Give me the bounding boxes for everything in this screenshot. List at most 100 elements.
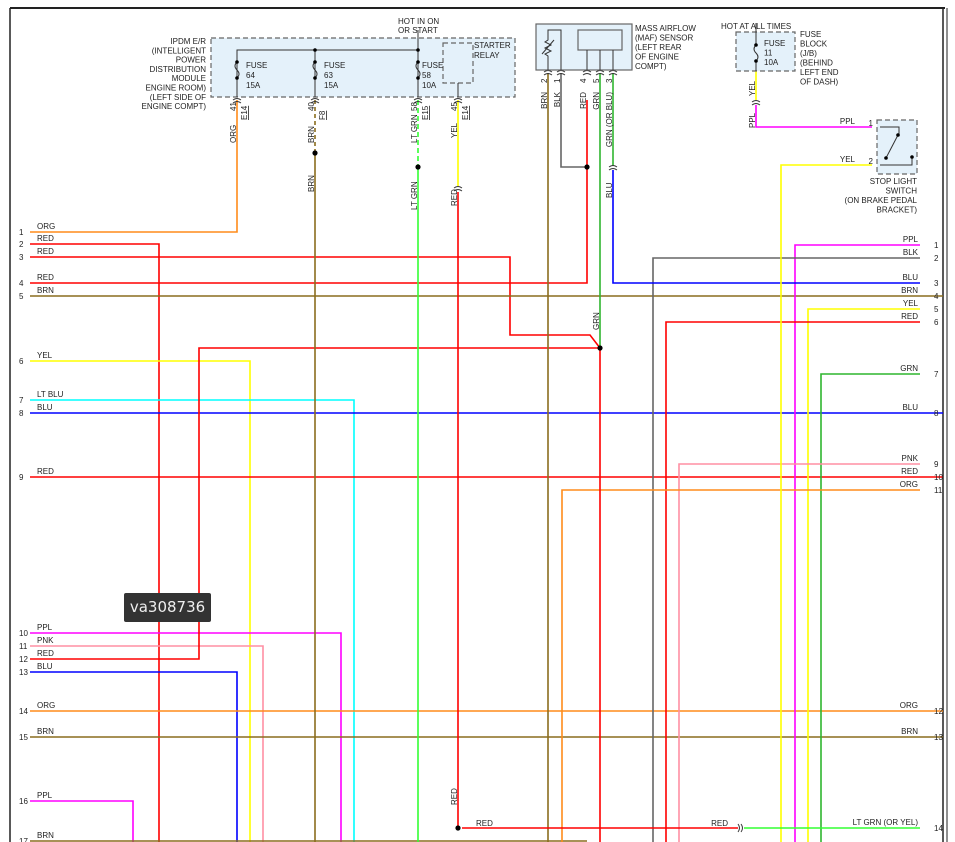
- harness-wire-left-10: [30, 632, 342, 842]
- pin-number: 6: [19, 357, 24, 366]
- label: RED: [711, 819, 728, 828]
- fuse-block-name: BLOCK: [800, 40, 828, 49]
- pin-number: 8: [934, 409, 939, 418]
- fuse-number: 58: [422, 71, 431, 80]
- pin-number: 45: [450, 102, 459, 111]
- ipdm-name: (INTELLIGENT: [152, 46, 206, 55]
- ipdm-name: MODULE: [172, 74, 206, 83]
- wire-color-label: RED: [37, 649, 54, 658]
- pin-number: 3: [934, 279, 939, 288]
- connector-icon: [608, 165, 618, 171]
- wire-color-label: GRN: [900, 364, 918, 373]
- wire-color-label: BRN: [37, 727, 54, 736]
- fuse-rating: 10A: [422, 81, 437, 90]
- harness-wire-left-4: [30, 100, 588, 284]
- fuse-block-name: LEFT END: [800, 68, 839, 77]
- fuse-label: FUSE: [422, 61, 443, 70]
- connector-icon: [582, 70, 592, 76]
- ipdm-module: [210, 30, 516, 98]
- harness-wire-left-13: [30, 671, 238, 842]
- pin-number: 17: [19, 837, 28, 842]
- fuse-label: 11: [764, 49, 773, 58]
- splice-dot: [455, 825, 461, 831]
- connector-id: E14: [240, 105, 249, 120]
- pin-number: 12: [934, 707, 943, 716]
- maf-name: OF ENGINE: [635, 53, 679, 62]
- pin-number: 6: [934, 318, 939, 327]
- fuse-block-name: (BEHIND: [800, 59, 833, 68]
- fuse-block: [735, 23, 796, 72]
- wire-color-label: ORG: [37, 701, 55, 710]
- pin-number: 10: [19, 629, 28, 638]
- harness-wire-right-9: [678, 463, 920, 842]
- wire-color-label: RED: [901, 467, 918, 476]
- fuse-label: FUSE: [246, 61, 267, 70]
- starter-relay-label: STARTER: [474, 41, 511, 50]
- fuse-rating: 15A: [246, 81, 261, 90]
- connector-id: E14: [461, 105, 470, 120]
- pin-number: 3: [19, 253, 24, 262]
- hot-in-on-label: OR START: [398, 26, 438, 35]
- wire-color-label: ORG: [900, 701, 918, 710]
- pin-number: 12: [19, 655, 28, 664]
- wire-color-label: BLK: [553, 91, 562, 107]
- splice-dot: [597, 345, 603, 351]
- label: RED: [450, 189, 459, 206]
- stop-light-switch: [876, 119, 918, 175]
- pin-number: 8: [19, 409, 24, 418]
- switch-name: SWITCH: [885, 187, 917, 196]
- pin-number: 4: [19, 279, 24, 288]
- pin-number: 5: [934, 305, 939, 314]
- pin-number: 14: [19, 707, 28, 716]
- pin-number: 2: [869, 157, 874, 166]
- wire-color-label: LT GRN (OR YEL): [853, 818, 919, 827]
- wire-color-label: GRN: [592, 92, 601, 110]
- splice-dot: [312, 150, 318, 156]
- pin-number: 16: [19, 797, 28, 806]
- connector-icon: [453, 98, 463, 104]
- fuse-number: 63: [324, 71, 333, 80]
- wire-color-label: BLU: [902, 273, 918, 282]
- fuse-label: 10A: [764, 58, 779, 67]
- pin-number: 2: [934, 254, 939, 263]
- pin-number: 41: [229, 102, 238, 111]
- fuse-block-name: OF DASH): [800, 78, 839, 87]
- wire-color-label: PPL: [37, 791, 53, 800]
- frame: [9, 7, 948, 842]
- pin-number: 5: [19, 292, 24, 301]
- ipdm-name: ENGINE ROOM): [146, 84, 207, 93]
- pin-number: 58: [410, 102, 419, 111]
- pin-number: 14: [934, 824, 943, 833]
- wire-color-label: YEL: [903, 299, 919, 308]
- wire-color-label: RED: [579, 92, 588, 109]
- connector-id: E15: [421, 105, 430, 120]
- pin-number: 9: [19, 473, 24, 482]
- wire-color-label: BRN: [37, 286, 54, 295]
- harness-wire-right-2: [652, 257, 920, 842]
- harness-wire-left-7: [30, 399, 355, 842]
- pin-number: 13: [934, 733, 943, 742]
- harness-wire-left-12: [30, 347, 600, 660]
- harness-wire-right-11: [561, 489, 920, 842]
- connector-icon: [751, 100, 761, 106]
- wire-color-label: RED: [37, 234, 54, 243]
- pin-number: 5: [592, 78, 601, 83]
- maf-name: (LEFT REAR: [635, 43, 682, 52]
- label: GRN: [592, 312, 601, 330]
- wire-color-label: PPL: [37, 623, 53, 632]
- pin-number: 1: [19, 228, 24, 237]
- ipdm-name: (LEFT SIDE OF: [150, 93, 206, 102]
- wire-color-label: RED: [37, 273, 54, 282]
- pin-number: 1: [934, 241, 939, 250]
- label: LT GRN: [410, 181, 419, 210]
- wire-color-label: BRN: [307, 126, 316, 143]
- ipdm-name: DISTRIBUTION: [150, 65, 207, 74]
- wire-color-label: BLU: [902, 403, 918, 412]
- pin-number: 13: [19, 668, 28, 677]
- wire-color-label: BLU: [37, 662, 53, 671]
- fuse-rating: 15A: [324, 81, 339, 90]
- maf-name: (MAF) SENSOR: [635, 34, 693, 43]
- pin-number: 2: [540, 78, 549, 83]
- connector-id: F8: [318, 110, 327, 120]
- connector-icon: [453, 186, 463, 192]
